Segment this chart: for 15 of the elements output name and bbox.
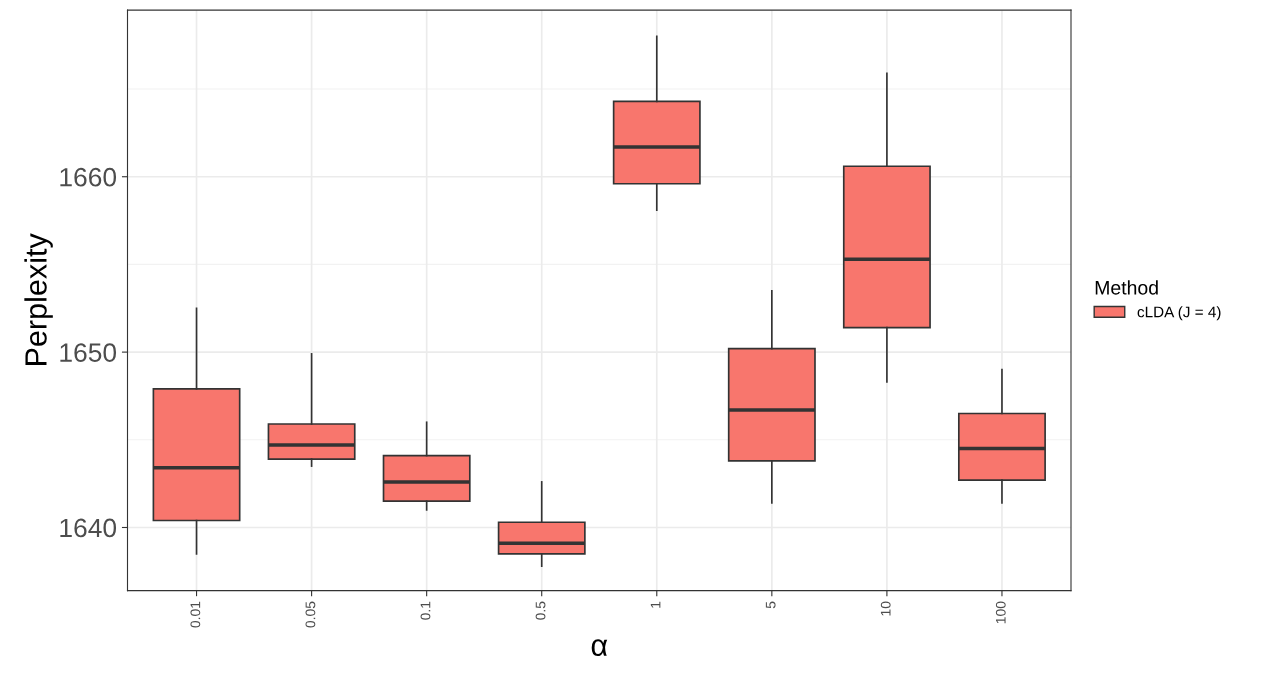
y-tick-label: 1650 — [60, 343, 117, 362]
x-tick-label: 0.5 — [535, 601, 546, 620]
y-tick-label: 1660 — [60, 167, 117, 187]
x-tick-label: 100 — [995, 601, 1006, 624]
legend-label: cLDA (J = 4) — [1137, 306, 1221, 321]
x-tick-label: 10 — [880, 601, 891, 616]
x-tick-label: 0.01 — [190, 601, 201, 628]
x-axis-title: α — [591, 639, 608, 657]
x-tick-label: 0.05 — [305, 601, 316, 628]
y-tick-label: 1640 — [60, 518, 117, 538]
x-tick-label: 1 — [650, 601, 661, 608]
y-axis-title: Perplexity — [24, 233, 53, 365]
x-tick-label: 0.1 — [420, 601, 431, 620]
x-tick-label: 5 — [765, 601, 776, 609]
legend-title: Method — [1095, 280, 1158, 295]
